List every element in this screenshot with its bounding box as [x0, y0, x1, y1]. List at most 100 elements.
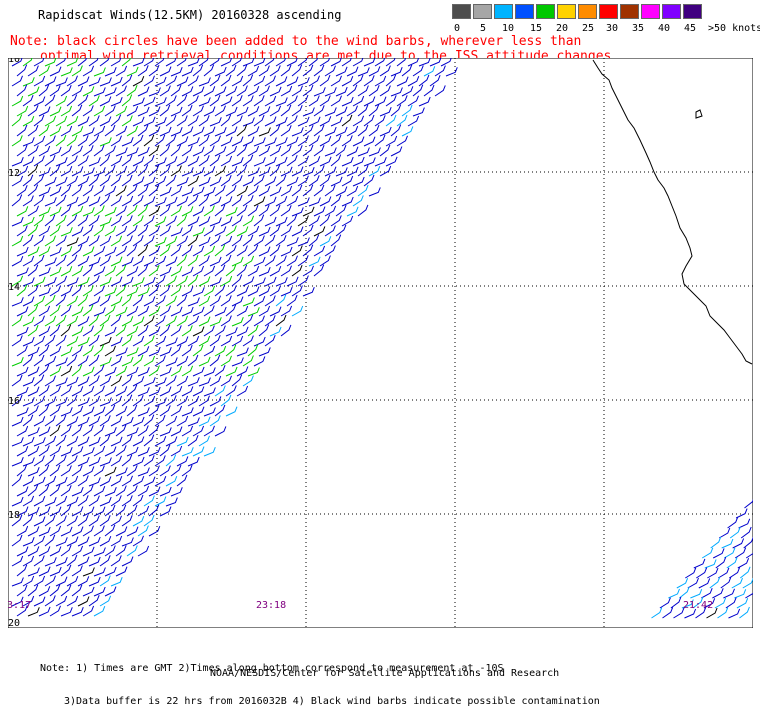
- wind-barb: [203, 205, 215, 217]
- wind-barb: [110, 155, 123, 167]
- wind-barb: [253, 256, 266, 267]
- wind-barb: [187, 254, 199, 267]
- wind-barb: [115, 264, 127, 277]
- wind-barb: [374, 134, 386, 147]
- wind-barb: [154, 355, 166, 367]
- wind-barb: [33, 315, 45, 327]
- wind-barb: [11, 577, 24, 587]
- wind-barb: [27, 65, 39, 77]
- wind-barb: [341, 114, 353, 127]
- wind-barb: [71, 607, 84, 617]
- wind-barb: [726, 557, 738, 569]
- wind-barb: [346, 125, 359, 137]
- wind-barb: [71, 364, 83, 377]
- wind-barb: [165, 436, 178, 447]
- wind-barb: [132, 395, 144, 407]
- wind-barb: [22, 436, 35, 447]
- wind-barb: [264, 295, 276, 307]
- wind-barb: [77, 495, 89, 507]
- wind-barb: [192, 186, 205, 197]
- wind-barb: [93, 285, 105, 297]
- wind-barb: [22, 595, 35, 607]
- wind-barb: [49, 366, 62, 377]
- wind-barb: [93, 465, 105, 477]
- wind-barb: [126, 125, 139, 137]
- wind-barb: [247, 244, 259, 257]
- wind-barb: [16, 525, 29, 537]
- wind-barb: [60, 85, 72, 97]
- legend-label: 45: [684, 23, 697, 34]
- wind-barb: [60, 485, 72, 497]
- wind-barb: [357, 124, 369, 137]
- wind-barb: [66, 237, 79, 247]
- wind-barb: [148, 284, 160, 297]
- wind-barb: [82, 325, 94, 337]
- wind-barb: [258, 324, 270, 337]
- wind-barb: [82, 525, 94, 537]
- wind-barb: [99, 58, 110, 67]
- wind-barb: [330, 134, 342, 147]
- wind-barb: [110, 76, 123, 87]
- wind-barb: [71, 326, 84, 337]
- wind-barb: [60, 246, 73, 257]
- wind-barb: [264, 234, 276, 247]
- wind-barb: [165, 395, 177, 407]
- wind-barb: [22, 555, 35, 567]
- wind-barb: [176, 474, 188, 487]
- wind-barb: [346, 146, 359, 157]
- wind-barb: [71, 486, 84, 497]
- wind-barb: [280, 185, 293, 197]
- wind-barb: [176, 254, 188, 267]
- wind-barb: [198, 316, 211, 327]
- wind-barb: [720, 576, 732, 589]
- wind-barb: [269, 164, 281, 177]
- wind-barb: [220, 216, 233, 227]
- wind-barb: [330, 234, 342, 247]
- wind-barb: [203, 126, 216, 137]
- wind-barb: [286, 237, 299, 247]
- wind-barb: [258, 347, 271, 357]
- wind-barb: [203, 387, 216, 397]
- wind-barb: [121, 174, 133, 187]
- wind-barb: [165, 337, 178, 347]
- wind-barb: [132, 277, 145, 287]
- wind-barb: [247, 265, 260, 277]
- wind-barb: [49, 324, 61, 337]
- wind-barb: [302, 107, 315, 117]
- legend-label: 40: [658, 23, 671, 34]
- wind-barb: [231, 58, 242, 67]
- wind-barb: [291, 184, 303, 197]
- wind-barb: [280, 286, 293, 297]
- wind-barb: [434, 65, 446, 77]
- wind-barb: [159, 245, 171, 257]
- wind-barb: [242, 58, 255, 67]
- wind-barb: [55, 194, 67, 207]
- wind-barb: [143, 455, 155, 467]
- swath-time: 23:17: [8, 600, 31, 611]
- legend-swatch: [494, 4, 513, 19]
- wind-barb: [308, 256, 321, 267]
- wind-barb: [60, 324, 72, 337]
- wind-barb: [115, 105, 128, 117]
- wind-barb: [49, 464, 61, 477]
- wind-barb: [264, 137, 277, 147]
- wind-barb: [99, 77, 112, 87]
- wind-barb: [225, 344, 237, 357]
- wind-barb: [93, 344, 105, 357]
- wind-barb: [126, 504, 138, 517]
- wind-barb: [159, 186, 172, 197]
- wind-barb: [126, 204, 138, 217]
- wind-barb: [324, 147, 337, 157]
- wind-barb: [11, 75, 23, 87]
- wind-barb: [198, 194, 210, 207]
- wind-barb: [269, 65, 281, 77]
- wind-barb: [192, 406, 205, 417]
- wind-barb: [407, 115, 420, 127]
- wind-barb: [368, 187, 381, 197]
- wind-barb: [231, 296, 244, 307]
- wind-barb: [82, 105, 94, 117]
- wind-barb: [104, 206, 117, 217]
- wind-barb: [335, 126, 348, 137]
- wind-barb: [396, 95, 408, 107]
- wind-barb: [121, 294, 133, 307]
